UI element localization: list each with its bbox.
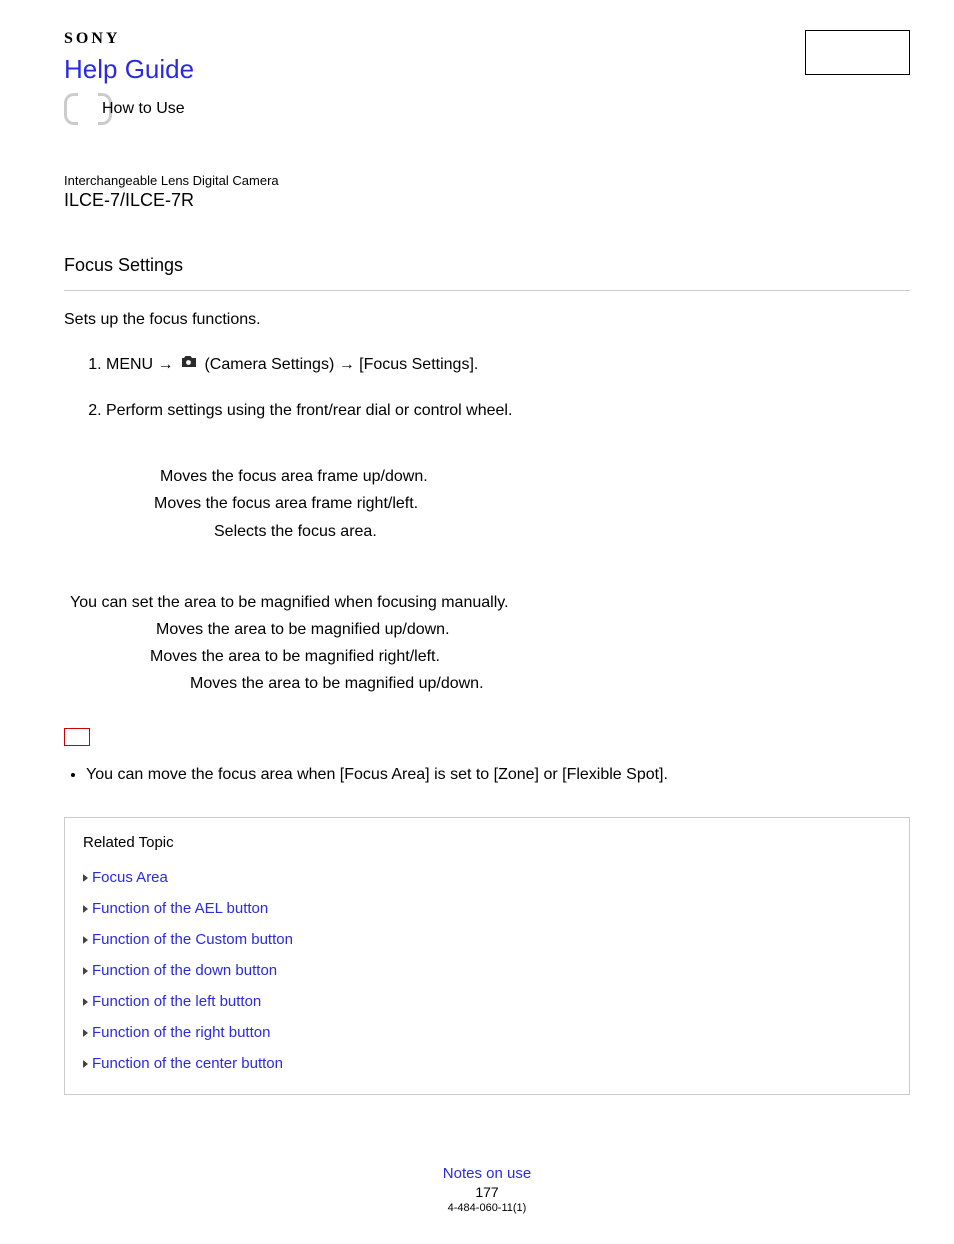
category-label: Interchangeable Lens Digital Camera xyxy=(64,173,910,188)
arrow-icon xyxy=(83,874,88,882)
related-link-right-button[interactable]: Function of the right button xyxy=(92,1024,270,1041)
note-item: You can move the focus area when [Focus … xyxy=(86,762,910,788)
related-item: Function of the center button xyxy=(83,1055,891,1072)
related-item: Function of the Custom button xyxy=(83,931,891,948)
mf-line-2: Moves the area to be magnified right/lef… xyxy=(150,643,910,670)
note-heading-box xyxy=(64,728,90,746)
help-page: SONY Help Guide How to Use Interchangeab… xyxy=(0,0,954,1244)
title-divider xyxy=(64,290,910,291)
related-link-left-button[interactable]: Function of the left button xyxy=(92,993,261,1010)
arrow-icon xyxy=(83,936,88,944)
arrow-icon xyxy=(83,1060,88,1068)
how-to-use-row: How to Use xyxy=(64,93,194,125)
note-list: You can move the focus area when [Focus … xyxy=(64,762,910,788)
mf-line-1: Moves the area to be magnified up/down. xyxy=(156,616,910,643)
intro-text: Sets up the focus functions. xyxy=(64,311,910,329)
footer-page-number: 177 xyxy=(64,1184,910,1200)
related-item: Function of the right button xyxy=(83,1024,891,1041)
how-to-use-label: How to Use xyxy=(102,100,185,118)
camera-settings-icon xyxy=(180,353,198,377)
related-link-down-button[interactable]: Function of the down button xyxy=(92,962,277,979)
af-mode-block: Moves the focus area frame up/down. Move… xyxy=(154,463,910,545)
related-item: Function of the AEL button xyxy=(83,900,891,917)
arrow-icon xyxy=(83,998,88,1006)
steps-list: MENU → (Camera Settings) → [Focus Settin… xyxy=(64,353,910,423)
related-topic-box: Related Topic Focus Area Function of the… xyxy=(64,817,910,1095)
step-1-text-b: (Camera Settings) → [Focus Settings]. xyxy=(204,356,478,373)
top-right-box xyxy=(805,30,910,75)
related-title: Related Topic xyxy=(83,834,891,851)
af-line-3: Selects the focus area. xyxy=(214,518,910,545)
brand-logo: SONY xyxy=(64,30,194,48)
header-left: SONY Help Guide How to Use xyxy=(64,30,194,125)
step-1: MENU → (Camera Settings) → [Focus Settin… xyxy=(106,353,910,377)
related-item: Function of the down button xyxy=(83,962,891,979)
mf-mode-block: You can set the area to be magnified whe… xyxy=(70,589,910,698)
mf-line-0: You can set the area to be magnified whe… xyxy=(70,589,910,616)
related-item: Function of the left button xyxy=(83,993,891,1010)
related-link-ael-button[interactable]: Function of the AEL button xyxy=(92,900,268,917)
related-item: Focus Area xyxy=(83,869,891,886)
step-2: Perform settings using the front/rear di… xyxy=(106,399,910,423)
footer: Notes on use 177 4-484-060-11(1) xyxy=(64,1165,910,1214)
arrow-icon xyxy=(83,1029,88,1037)
page-title: Focus Settings xyxy=(64,255,910,276)
help-guide-link[interactable]: Help Guide xyxy=(64,54,194,85)
step-1-text-a: MENU → xyxy=(106,356,178,373)
footer-doc-code: 4-484-060-11(1) xyxy=(64,1202,910,1214)
mf-line-3: Moves the area to be magnified up/down. xyxy=(190,670,910,697)
related-link-custom-button[interactable]: Function of the Custom button xyxy=(92,931,293,948)
af-line-1: Moves the focus area frame up/down. xyxy=(160,463,910,490)
footer-notes-link[interactable]: Notes on use xyxy=(64,1165,910,1182)
model-label: ILCE-7/ILCE-7R xyxy=(64,190,910,211)
related-link-center-button[interactable]: Function of the center button xyxy=(92,1055,283,1072)
arrow-icon xyxy=(83,905,88,913)
af-line-2: Moves the focus area frame right/left. xyxy=(154,490,910,517)
header: SONY Help Guide How to Use xyxy=(64,30,910,125)
related-link-focus-area[interactable]: Focus Area xyxy=(92,869,168,886)
arrow-icon xyxy=(83,967,88,975)
